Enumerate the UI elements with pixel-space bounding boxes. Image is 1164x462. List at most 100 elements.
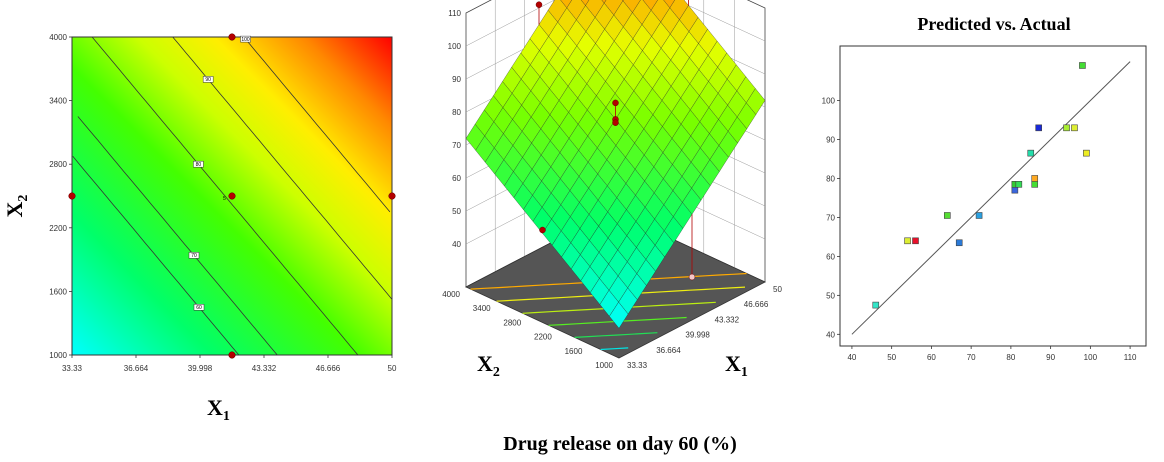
z-tick-label: 70 <box>452 141 461 150</box>
design-point <box>68 192 76 200</box>
contour-label: 80 <box>196 162 202 168</box>
x-tick-label: 46.666 <box>744 300 769 309</box>
y-tick-label: 2800 <box>49 160 67 169</box>
x-tick-label: 40 <box>847 353 856 362</box>
contour-line <box>243 36 391 213</box>
x-tick-label: 90 <box>1046 353 1055 362</box>
y-tick-label: 100 <box>822 97 836 106</box>
surface-cell <box>663 0 676 9</box>
contour-y-axis-label: X2 <box>2 195 31 218</box>
z-tick-label: 100 <box>448 42 462 51</box>
x-tick-label: 60 <box>927 353 936 362</box>
contour-label: 60 <box>196 305 202 311</box>
scatter-title: Predicted vs. Actual <box>917 14 1070 34</box>
contour-line <box>77 116 278 356</box>
x-tick-label: 80 <box>1006 353 1015 362</box>
x-tick-label: 50 <box>388 364 397 373</box>
x-tick-label: 50 <box>887 353 896 362</box>
floor-contour-line <box>574 332 658 338</box>
y-tick-label: 1000 <box>595 361 613 370</box>
z-tick-label: 40 <box>452 240 461 249</box>
design-point <box>228 192 236 200</box>
x-tick-label: 43.332 <box>252 364 277 373</box>
contour-label: 90 <box>205 77 211 83</box>
scatter-point <box>1079 62 1086 69</box>
scatter-point <box>943 212 951 219</box>
contour-label-box <box>193 160 204 168</box>
x-tick-label: 100 <box>1084 353 1098 362</box>
scatter-point <box>1027 149 1035 157</box>
y-tick-label: 1600 <box>565 347 583 356</box>
scatter-point <box>912 237 919 245</box>
y-tick-label: 2200 <box>534 333 552 342</box>
design-point <box>388 192 396 200</box>
contour-label-box <box>188 252 200 259</box>
scatter-point <box>1063 124 1070 132</box>
contour-label: 70 <box>191 253 197 259</box>
surface-y-axis-label: X2 <box>477 351 500 380</box>
scatter-point <box>1035 124 1043 132</box>
contour-label: 100 <box>241 37 250 43</box>
surface-cell <box>560 0 573 9</box>
y-tick-label: 4000 <box>49 33 67 42</box>
x-tick-label: 70 <box>967 353 976 362</box>
scatter-point <box>1011 186 1019 194</box>
y-tick-label: 3400 <box>473 304 491 313</box>
scatter-point <box>1015 181 1023 188</box>
x-tick-label: 46.666 <box>316 364 341 373</box>
floor-contour-line <box>600 347 629 351</box>
design-point <box>688 273 696 281</box>
contour-label-box <box>193 304 205 311</box>
y-tick-label: 70 <box>826 213 835 222</box>
scatter-point <box>1083 149 1090 157</box>
design-point <box>228 33 236 41</box>
surface-x-axis-label: X1 <box>725 351 748 380</box>
scatter-point <box>1031 175 1039 182</box>
y-tick-label: 2800 <box>503 318 521 327</box>
x-tick-label: 43.332 <box>715 315 740 324</box>
x-tick-label: 50 <box>773 285 782 294</box>
contour-x-axis-label: X1 <box>207 395 230 424</box>
contour-plot: 60 70 80 90 100 33.33 36.664 39.998 43.332 46.66… <box>2 33 397 424</box>
figure-caption: Drug release on day 60 (%) <box>503 433 737 455</box>
surface-cell <box>580 0 590 6</box>
z-tick-label: 50 <box>452 207 461 216</box>
surface-cell <box>601 0 607 4</box>
design-point <box>539 226 546 234</box>
predicted-vs-actual-plot: Predicted vs. Actual 40 50 60 70 80 90 100 110 4… <box>822 14 1147 362</box>
y-tick-label: 90 <box>826 136 835 145</box>
contour-label-box <box>240 35 251 43</box>
z-tick-label: 90 <box>452 75 461 84</box>
x-tick-label: 33.33 <box>62 364 83 373</box>
z-tick-label: 110 <box>448 9 461 18</box>
scatter-point <box>975 212 983 219</box>
surface-cell <box>609 301 629 329</box>
x-tick-label: 36.664 <box>124 364 149 373</box>
x-tick-label: 39.998 <box>685 331 710 340</box>
y-tick-label: 50 <box>826 291 835 300</box>
reference-line <box>851 61 1131 335</box>
x-tick-label: 110 <box>1124 353 1137 362</box>
y-tick-label: 2200 <box>49 224 67 233</box>
scatter-point <box>872 301 880 309</box>
surface-plot: 40 50 60 70 80 90 100 110 33.33 36.664 39.998 43.33… <box>442 0 782 380</box>
y-tick-label: 4000 <box>442 290 460 299</box>
y-tick-label: 80 <box>826 174 835 183</box>
x-tick-label: 33.33 <box>627 361 648 370</box>
scatter-point <box>955 239 963 247</box>
scatter-point <box>1071 124 1078 132</box>
y-tick-label: 40 <box>826 330 835 339</box>
y-tick-label: 1600 <box>49 287 67 296</box>
contour-label-box <box>202 76 214 83</box>
x-tick-label: 39.998 <box>188 364 213 373</box>
design-point <box>612 119 619 126</box>
z-tick-label: 60 <box>452 174 461 183</box>
design-point <box>612 99 619 107</box>
y-tick-label: 1000 <box>49 351 67 360</box>
z-tick-label: 80 <box>452 108 461 117</box>
contour-center-count: 5 <box>223 196 226 202</box>
y-tick-label: 3400 <box>49 97 67 106</box>
design-point <box>228 351 236 359</box>
design-point <box>535 1 543 8</box>
